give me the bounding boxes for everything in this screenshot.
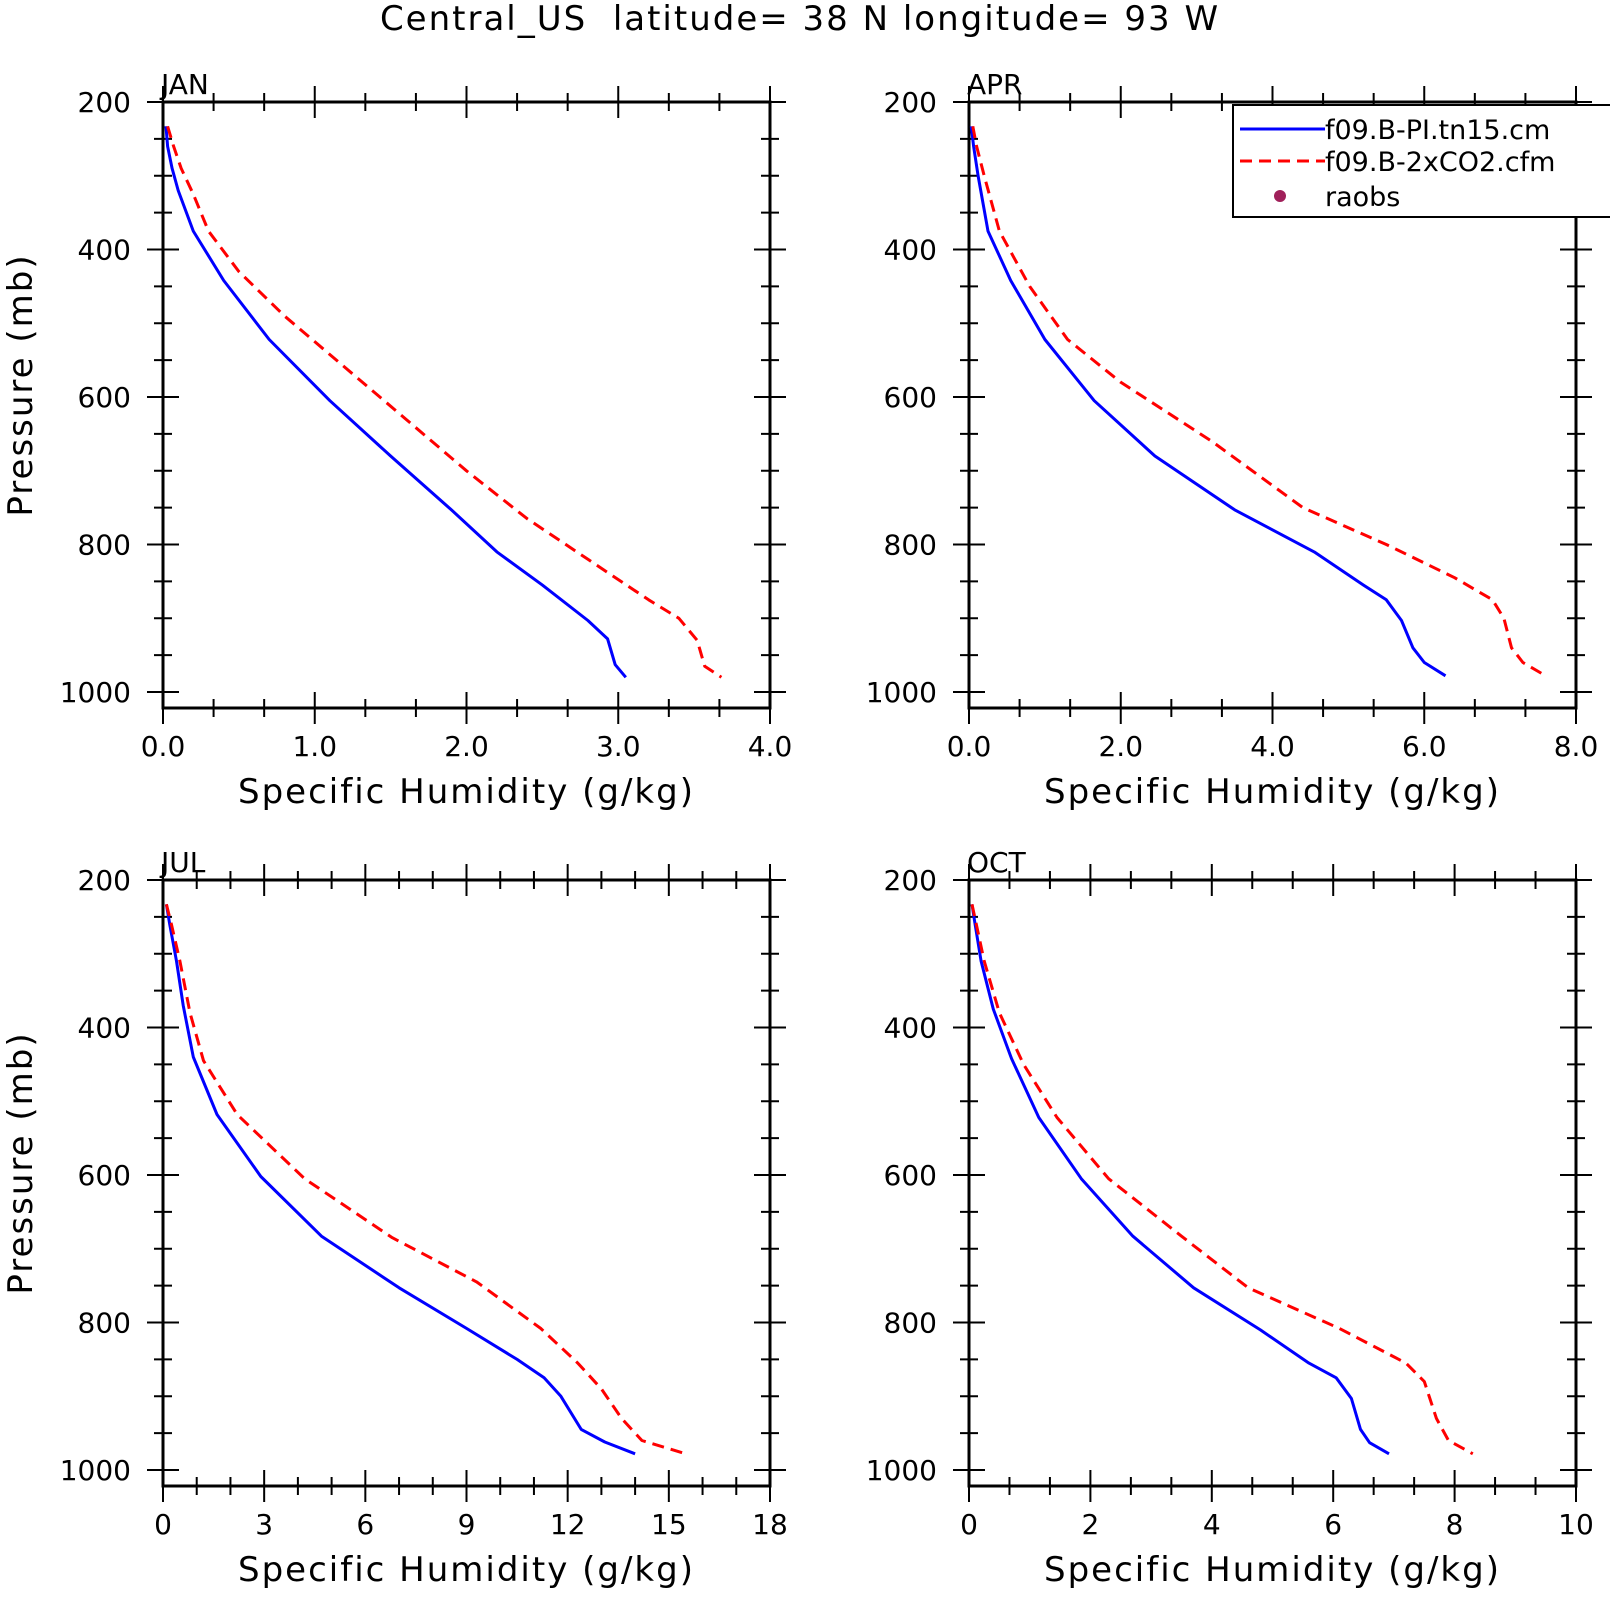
y-axis-title: Pressure (mb) [1, 1031, 41, 1294]
plot-frame [967, 878, 1578, 1488]
y-tick-label: 200 [884, 86, 937, 119]
x-tick-label: 0.0 [947, 730, 992, 763]
panel-label: APR [967, 68, 1023, 101]
x-tick-label: 6 [356, 1508, 374, 1541]
y-tick-label: 400 [884, 234, 937, 267]
series-line-2xco2 [971, 126, 1547, 678]
x-ticks [968, 864, 1577, 1502]
x-tick-label: 4 [1203, 1508, 1221, 1541]
y-tick-label: 600 [78, 1159, 131, 1192]
y-tick-label: 1000 [60, 1454, 131, 1487]
x-tick-label: 9 [458, 1508, 476, 1541]
series-line-pi [164, 904, 636, 1456]
y-tick-label: 800 [78, 1307, 131, 1340]
plot-frame [161, 878, 772, 1488]
panel-label: JAN [159, 68, 209, 101]
y-ticks [147, 879, 786, 1471]
x-tick-label: 12 [550, 1508, 586, 1541]
legend-label-pi: f09.B-PI.tn15.cm [1325, 115, 1550, 146]
y-tick-label: 400 [78, 234, 131, 267]
x-ticks [162, 86, 771, 724]
y-tick-label: 200 [78, 864, 131, 897]
series-line-pi [969, 126, 1447, 678]
legend-label-raobs: raobs [1325, 182, 1400, 213]
y-tick-label: 1000 [60, 676, 131, 709]
x-axis-title: Specific Humidity (g/kg) [1044, 1550, 1501, 1590]
x-ticks [162, 864, 771, 1502]
x-tick-label: 4.0 [1250, 730, 1295, 763]
series-line-2xco2 [970, 903, 1474, 1456]
x-tick-label: 15 [651, 1508, 687, 1541]
series-line-2xco2 [166, 125, 723, 679]
chart-panel-oct: OCT 200 400 600 800 1000 0 2 4 6 8 10 Specific Humid… [866, 846, 1594, 1590]
x-tick-label: 2.0 [444, 730, 489, 763]
x-tick-label: 1.0 [292, 730, 337, 763]
x-tick-label: 6 [1324, 1508, 1342, 1541]
chart-panel-jan: JAN 200 400 600 800 1000 0.0 1.0 2.0 3.0 4.0 Specif… [1, 68, 792, 812]
x-tick-label: 2.0 [1098, 730, 1143, 763]
x-tick-label: 8.0 [1554, 730, 1599, 763]
x-axis-title: Specific Humidity (g/kg) [238, 772, 695, 812]
series-line-pi [164, 126, 627, 679]
y-tick-label: 600 [884, 1159, 937, 1192]
x-tick-label: 18 [752, 1508, 788, 1541]
legend-marker-raobs [1274, 190, 1286, 202]
panel-label: JUL [159, 846, 206, 879]
y-tick-label: 800 [78, 529, 131, 562]
x-tick-label: 3 [255, 1508, 273, 1541]
x-tick-label: 0 [960, 1508, 978, 1541]
x-tick-label: 6.0 [1402, 730, 1447, 763]
x-tick-label: 0.0 [141, 730, 186, 763]
x-tick-label: 2 [1081, 1508, 1099, 1541]
x-axis-title: Specific Humidity (g/kg) [1044, 772, 1501, 812]
y-tick-label: 800 [884, 529, 937, 562]
chart-panel-apr: APR 200 400 600 800 1000 0.0 2.0 4.0 6.0 8.0 Specif… [866, 68, 1599, 812]
x-tick-label: 3.0 [596, 730, 641, 763]
x-tick-label: 8 [1446, 1508, 1464, 1541]
series-line-pi [970, 904, 1390, 1456]
y-tick-label: 600 [78, 381, 131, 414]
x-tick-label: 4.0 [748, 730, 793, 763]
legend-box [1232, 104, 1610, 218]
y-axis-title: Pressure (mb) [1, 253, 41, 516]
y-ticks [953, 879, 1592, 1471]
chart-panel-jul: JUL 200 400 600 800 1000 0 3 6 9 12 15 18 Specific Hu… [1, 846, 788, 1590]
y-tick-label: 400 [78, 1012, 131, 1045]
figure-title: Central_US latitude= 38 N longitude= 93 … [380, 0, 1220, 39]
x-tick-label: 10 [1558, 1508, 1594, 1541]
y-tick-label: 600 [884, 381, 937, 414]
y-tick-label: 200 [884, 864, 937, 897]
y-tick-label: 200 [78, 86, 131, 119]
panel-label: OCT [967, 846, 1027, 879]
legend-label-2xco2: f09.B-2xCO2.cfm [1325, 147, 1555, 178]
y-tick-label: 800 [884, 1307, 937, 1340]
legend: f09.B-PI.tn15.cm f09.B-2xCO2.cfm raobs [1232, 104, 1610, 218]
y-tick-label: 1000 [866, 1454, 937, 1487]
series-line-2xco2 [164, 903, 687, 1456]
x-tick-label: 0 [154, 1508, 172, 1541]
y-ticks [147, 101, 786, 693]
y-tick-label: 400 [884, 1012, 937, 1045]
x-axis-title: Specific Humidity (g/kg) [238, 1550, 695, 1590]
y-tick-label: 1000 [866, 676, 937, 709]
